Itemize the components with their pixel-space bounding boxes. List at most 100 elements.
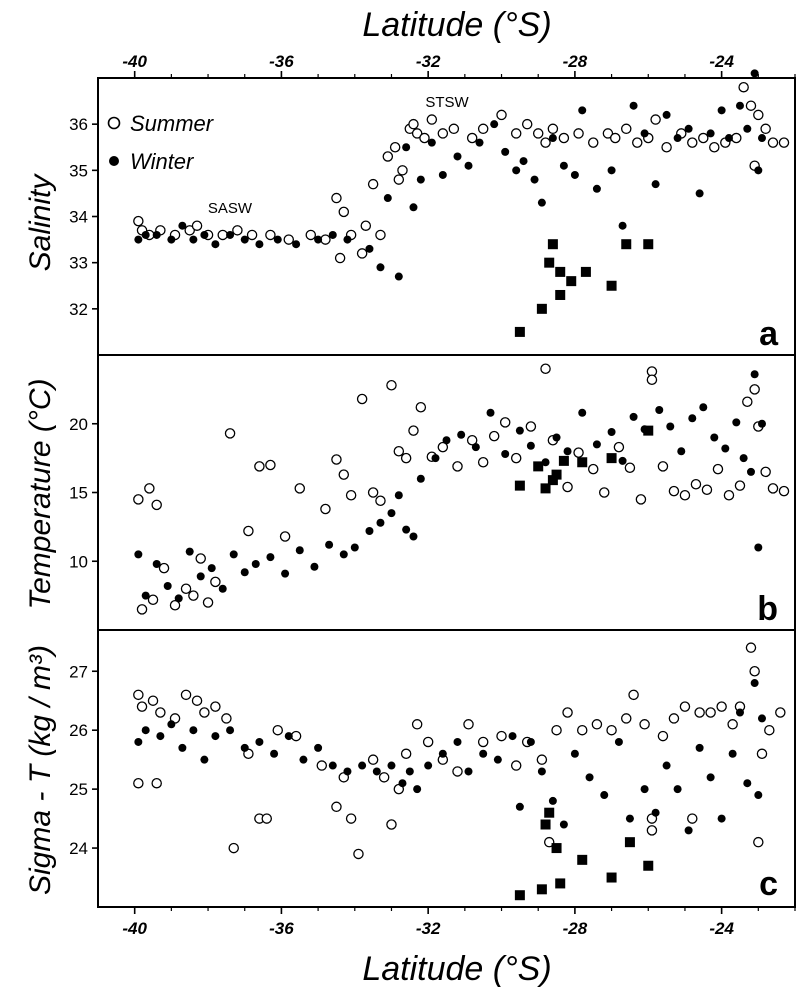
bottom-x-tick-label: -36 [269, 919, 294, 938]
winter-point [684, 124, 693, 133]
y-tick-label: 33 [69, 254, 88, 273]
square-point [577, 457, 588, 468]
winter-point [240, 235, 249, 244]
summer-point [477, 123, 489, 135]
summer-point [353, 848, 364, 860]
summer-point [375, 495, 386, 506]
legend-summer-label: Summer [130, 111, 215, 136]
winter-point [284, 732, 293, 741]
winter-point [493, 755, 502, 764]
winter-point [629, 412, 638, 421]
summer-point [448, 123, 460, 135]
square-point [624, 837, 635, 848]
square-point [643, 239, 654, 250]
winter-point [134, 737, 143, 746]
summer-point [628, 689, 639, 701]
summer-point [488, 430, 500, 442]
summer-point [133, 494, 144, 505]
summer-point [290, 730, 302, 742]
summer-point [180, 689, 192, 701]
winter-point [754, 543, 763, 552]
winter-point [559, 820, 568, 829]
winter-point [266, 553, 275, 562]
winter-point [427, 138, 436, 147]
square-point [577, 854, 588, 865]
summer-point [687, 813, 698, 824]
winter-point [240, 568, 249, 577]
summer-point [147, 695, 159, 706]
y-tick-label: 24 [69, 839, 88, 858]
summer-point [294, 483, 306, 494]
summer-point [272, 724, 284, 736]
summer-point [694, 707, 705, 718]
winter-point [490, 120, 499, 129]
winter-point [339, 550, 348, 559]
square-point [606, 453, 617, 464]
winter-point [376, 263, 385, 272]
summer-point [136, 701, 148, 712]
winter-point [662, 110, 671, 119]
square-point [514, 326, 525, 337]
winter-point [563, 447, 572, 456]
winter-point [721, 444, 730, 453]
winter-point [372, 767, 381, 776]
summer-point [437, 128, 449, 139]
summer-point [180, 583, 192, 595]
summer-point [360, 220, 372, 231]
winter-point [314, 743, 323, 752]
summer-point [144, 483, 155, 494]
winter-point [218, 584, 227, 593]
summer-point [775, 707, 786, 718]
summer-point [279, 531, 291, 542]
summer-point [760, 123, 771, 135]
annotation-stsw: STSW [425, 94, 469, 111]
winter-point [607, 166, 616, 175]
winter-point [402, 143, 411, 152]
bottom-x-tick-label: -40 [122, 919, 147, 938]
summer-point [705, 707, 716, 718]
summer-point [195, 553, 206, 564]
summer-point [393, 174, 405, 185]
summer-point [609, 132, 621, 144]
winter-point [343, 235, 352, 244]
winter-point [240, 743, 249, 752]
winter-point [618, 456, 627, 465]
summer-point [338, 469, 350, 480]
winter-point [607, 428, 616, 436]
summer-point [411, 128, 423, 139]
summer-point [635, 494, 647, 505]
summer-point [778, 137, 790, 148]
winter-point [152, 560, 161, 568]
summer-point [199, 707, 210, 718]
winter-point [292, 240, 301, 249]
summer-point [606, 724, 617, 736]
winter-point [365, 527, 374, 535]
winter-point [167, 235, 176, 244]
y-tick-label: 25 [69, 780, 88, 799]
summer-point [587, 463, 599, 475]
panel-b-letter: b [757, 590, 778, 628]
summer-point [338, 206, 350, 218]
y-tick-label: 32 [69, 300, 88, 319]
y-tick-label: 20 [69, 415, 88, 434]
winter-point [471, 443, 480, 452]
y-tick-label: 36 [69, 115, 88, 134]
square-point [555, 289, 566, 300]
summer-point [646, 825, 658, 836]
winter-point [226, 726, 235, 735]
winter-point [358, 761, 367, 770]
summer-point [452, 766, 463, 777]
winter-point [475, 138, 484, 147]
winter-point [743, 124, 752, 133]
panel-b-y-axis-title: Temperature (°C) [24, 379, 57, 610]
winter-point [651, 180, 660, 189]
winter-point [226, 230, 235, 239]
summer-point [477, 456, 489, 468]
square-point [551, 469, 562, 480]
summer-point [356, 393, 368, 405]
summer-point [727, 719, 738, 730]
winter-point [684, 826, 693, 835]
winter-point [757, 419, 766, 428]
summer-point [400, 748, 412, 760]
top-x-tick-label: -28 [563, 52, 588, 71]
